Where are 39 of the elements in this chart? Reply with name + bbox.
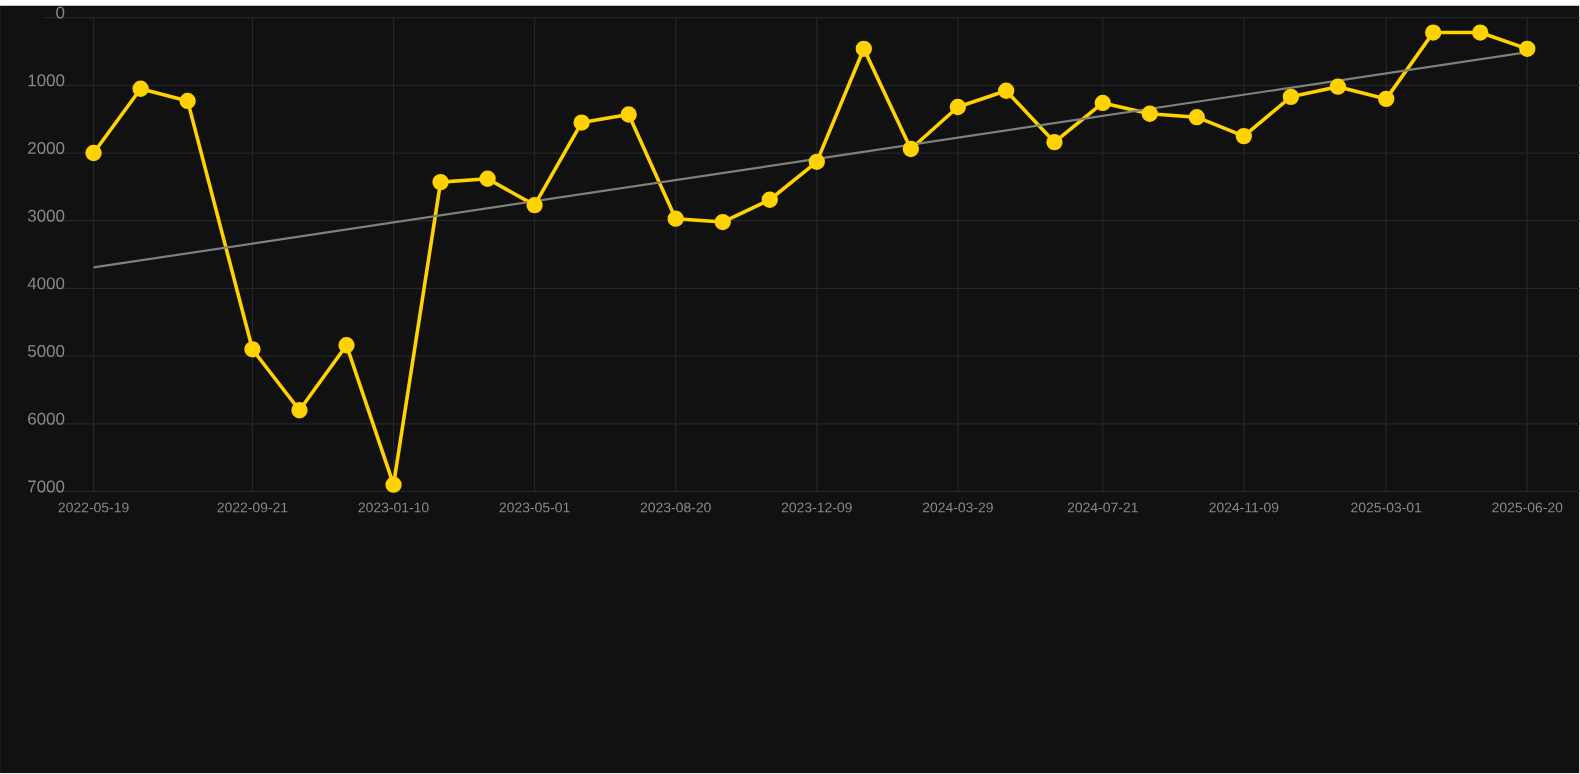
point [761,191,778,209]
point [667,210,684,228]
point [385,476,402,494]
point [244,341,261,358]
y-tick-label: 3000 [27,210,65,222]
y-tick-label: 2000 [28,142,65,155]
point [1378,91,1395,108]
point [479,170,496,188]
y-tick-label: 4000 [27,277,65,290]
point [432,174,449,191]
point [1519,40,1536,58]
y-tick-label: 5000 [27,345,65,358]
y-tick-label: 1000 [28,74,65,87]
point [1282,89,1300,106]
point [855,40,872,58]
y-tick-label: 0 [56,6,65,19]
point [1425,24,1442,42]
point [902,141,920,158]
point [1141,105,1158,123]
point [1094,95,1111,112]
point [1472,24,1489,42]
point [997,82,1015,100]
y-tick-label: 7000 [28,480,65,493]
point [1329,78,1347,96]
point [1188,109,1205,126]
point [132,80,149,98]
point [85,145,102,162]
point [808,153,825,171]
point [714,214,731,231]
point [949,99,967,116]
point [179,93,196,110]
point [526,197,543,214]
point [291,402,308,419]
point [338,337,355,354]
point [1046,134,1063,151]
y-tick-label: 6000 [28,413,65,426]
point [1235,128,1253,145]
point [573,114,590,132]
point [620,106,637,123]
